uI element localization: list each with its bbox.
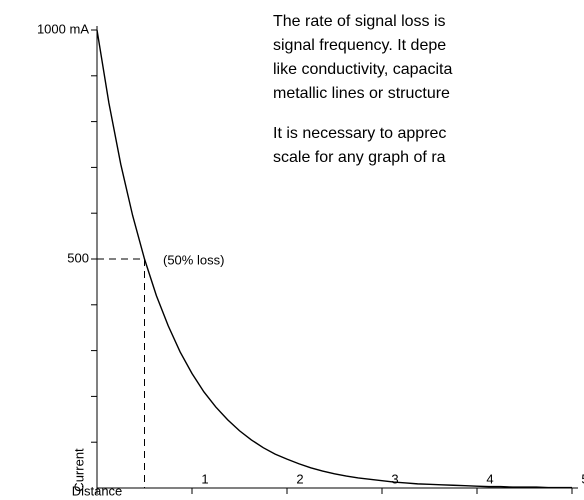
y-axis-label: Current bbox=[71, 448, 86, 492]
x-tick-label: 4 bbox=[486, 471, 493, 486]
x-tick-label: 3 bbox=[391, 471, 398, 486]
line bbox=[96, 29, 572, 489]
x-tick-label: 2 bbox=[296, 471, 303, 486]
paragraph-line: The rate of signal loss is bbox=[273, 13, 446, 30]
x-tick-label: 5 bbox=[581, 471, 584, 486]
paragraph-line: metallic lines or structure bbox=[273, 85, 450, 102]
y-tick-label: 500 bbox=[67, 250, 89, 265]
annotation-text: (50% loss) bbox=[163, 252, 224, 267]
y-tick-label: 1000 mA bbox=[37, 21, 89, 36]
paragraph-line: signal frequency. It depe bbox=[273, 37, 446, 54]
paragraph-line: scale for any graph of ra bbox=[273, 149, 446, 166]
paragraph-line: It is necessary to apprec bbox=[273, 125, 446, 142]
x-tick-label: 1 bbox=[201, 471, 208, 486]
paragraph-line: like conductivity, capacita bbox=[273, 61, 452, 78]
